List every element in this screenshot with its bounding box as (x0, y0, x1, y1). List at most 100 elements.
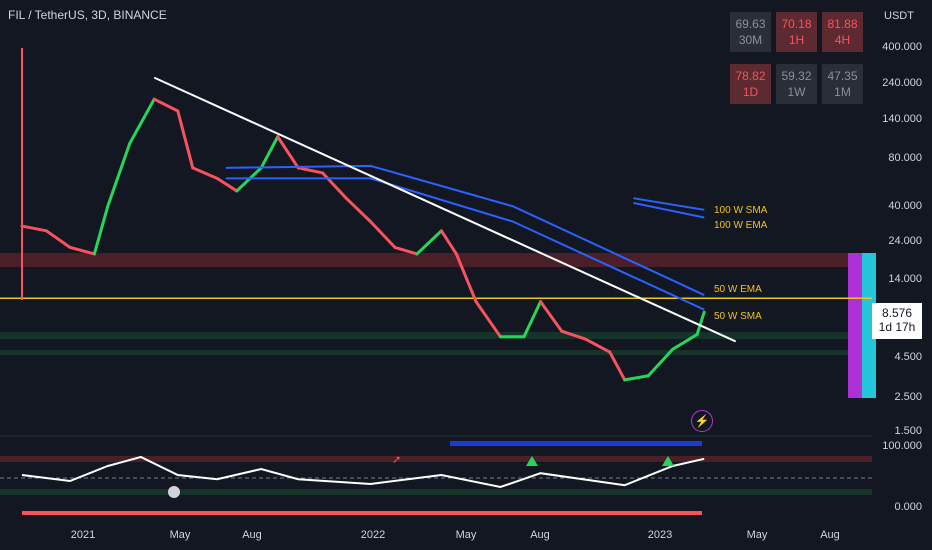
bar-countdown: 1d 17h (878, 320, 916, 334)
price-segment (92, 204, 110, 256)
price-tick: 40.000 (888, 200, 922, 212)
price-segment (369, 220, 397, 249)
rsi-value: 59.32 (781, 69, 812, 83)
rsi-value: 69.63 (735, 17, 766, 31)
rsi-tick: 0.000 (894, 501, 922, 513)
volume-profile-bar (848, 253, 862, 398)
current-price-value: 8.576 (881, 306, 913, 320)
time-tick: May (455, 529, 477, 541)
price-segment (276, 135, 300, 170)
price-segment (695, 310, 706, 336)
price-tick: 14.000 (888, 273, 922, 285)
momentum-strip (22, 511, 702, 515)
label-100w-sma: 100 W SMA (714, 205, 768, 216)
rsi-cell-4h: 81.88 4H (822, 12, 863, 52)
bolt-icon[interactable]: ⚡ (691, 410, 713, 432)
rsi-cell-1h: 70.18 1H (776, 12, 817, 52)
rsi-timeframe: 30M (738, 33, 763, 47)
support-zone-lower (0, 350, 872, 355)
price-tick: 400.000 (882, 41, 922, 53)
price-segment (128, 97, 156, 145)
price-segment (44, 229, 72, 249)
volume-profile-bar-secondary (862, 253, 876, 398)
price-segment (68, 245, 96, 256)
rsi-overbought-zone (0, 456, 872, 462)
rsi-timeframe: 1M (834, 85, 851, 99)
price-segment (671, 332, 699, 351)
price-segment (415, 229, 443, 256)
rsi-cell-1m: 47.35 1M (822, 64, 863, 104)
time-tick: Aug (530, 529, 550, 541)
rsi-timeframe: 1W (787, 85, 806, 99)
price-segment (215, 176, 239, 193)
price-segment (259, 135, 280, 170)
price-segment (646, 347, 675, 378)
rsi-value: 78.82 (735, 69, 766, 83)
rsi-cell-1d: 78.82 1D (730, 64, 771, 104)
price-segment (321, 171, 348, 200)
price-tick: 140.000 (882, 113, 922, 125)
price-tick: 240.000 (882, 77, 922, 89)
price-segment (152, 97, 180, 113)
rsi-cell-1w: 59.32 1W (776, 64, 817, 104)
label-100w-ema: 100 W EMA (714, 220, 768, 231)
price-segment (474, 300, 502, 339)
price-segment (539, 300, 564, 333)
price-segment (106, 141, 132, 208)
rsi-line (21, 455, 705, 489)
rsi-timeframe: 1D (742, 85, 759, 99)
time-tick: 2022 (360, 529, 386, 541)
rsi-buy-marker (662, 456, 674, 466)
panda-icon (168, 486, 180, 498)
time-tick: 2021 (70, 529, 96, 541)
label-50w-ema: 50 W EMA (714, 284, 762, 295)
price-segment (296, 166, 325, 175)
time-tick: 2023 (647, 529, 673, 541)
price-segment (439, 229, 458, 256)
rsi-buy-marker (526, 456, 538, 466)
descending-trendline (153, 76, 737, 343)
ma-50w-sma-line (225, 177, 705, 311)
rsi-timeframe: 4H (834, 33, 851, 47)
price-tick: 4.500 (894, 351, 922, 363)
price-segment (20, 224, 48, 233)
price-segment (191, 166, 219, 180)
support-zone (0, 332, 872, 339)
price-segment (560, 329, 587, 341)
rsi-value: 81.88 (827, 17, 858, 31)
time-tick: May (746, 529, 768, 541)
time-tick: Aug (242, 529, 262, 541)
price-segment (608, 350, 627, 382)
rsi-signal-bar (450, 441, 702, 446)
price-segment (623, 374, 650, 382)
symbol-title[interactable]: FIL / TetherUS, 3D, BINANCE (8, 8, 167, 22)
price-tick: 24.000 (888, 235, 922, 247)
price-segment (176, 109, 195, 170)
price-segment (522, 300, 543, 339)
ma-100w-sma-line (633, 197, 705, 211)
price-segment (454, 252, 478, 304)
rsi-value: 47.35 (827, 69, 858, 83)
ma-50w-ema-line (225, 164, 705, 296)
time-tick: Aug (820, 529, 840, 541)
rsi-cell-30m: 69.63 30M (730, 12, 771, 52)
price-tick: 2.500 (894, 391, 922, 403)
price-segment (583, 337, 612, 354)
rsi-oversold-zone (0, 489, 872, 495)
resistance-zone (0, 253, 872, 267)
time-tick: May (169, 529, 191, 541)
price-segment (393, 245, 419, 256)
rsi-value: 70.18 (781, 17, 812, 31)
currency-label: USDT (884, 10, 914, 22)
label-50w-sma: 50 W SMA (714, 311, 762, 322)
rocket-icon: ➚ (392, 454, 402, 466)
price-tick: 80.000 (888, 152, 922, 164)
price-segment (344, 196, 373, 224)
current-price-tag: 8.576 1d 17h (872, 303, 922, 339)
ma-100w-ema-line (633, 201, 705, 219)
rsi-tick: 100.000 (882, 440, 922, 452)
rsi-timeframe: 1H (788, 33, 805, 47)
price-tick: 1.500 (894, 425, 922, 437)
